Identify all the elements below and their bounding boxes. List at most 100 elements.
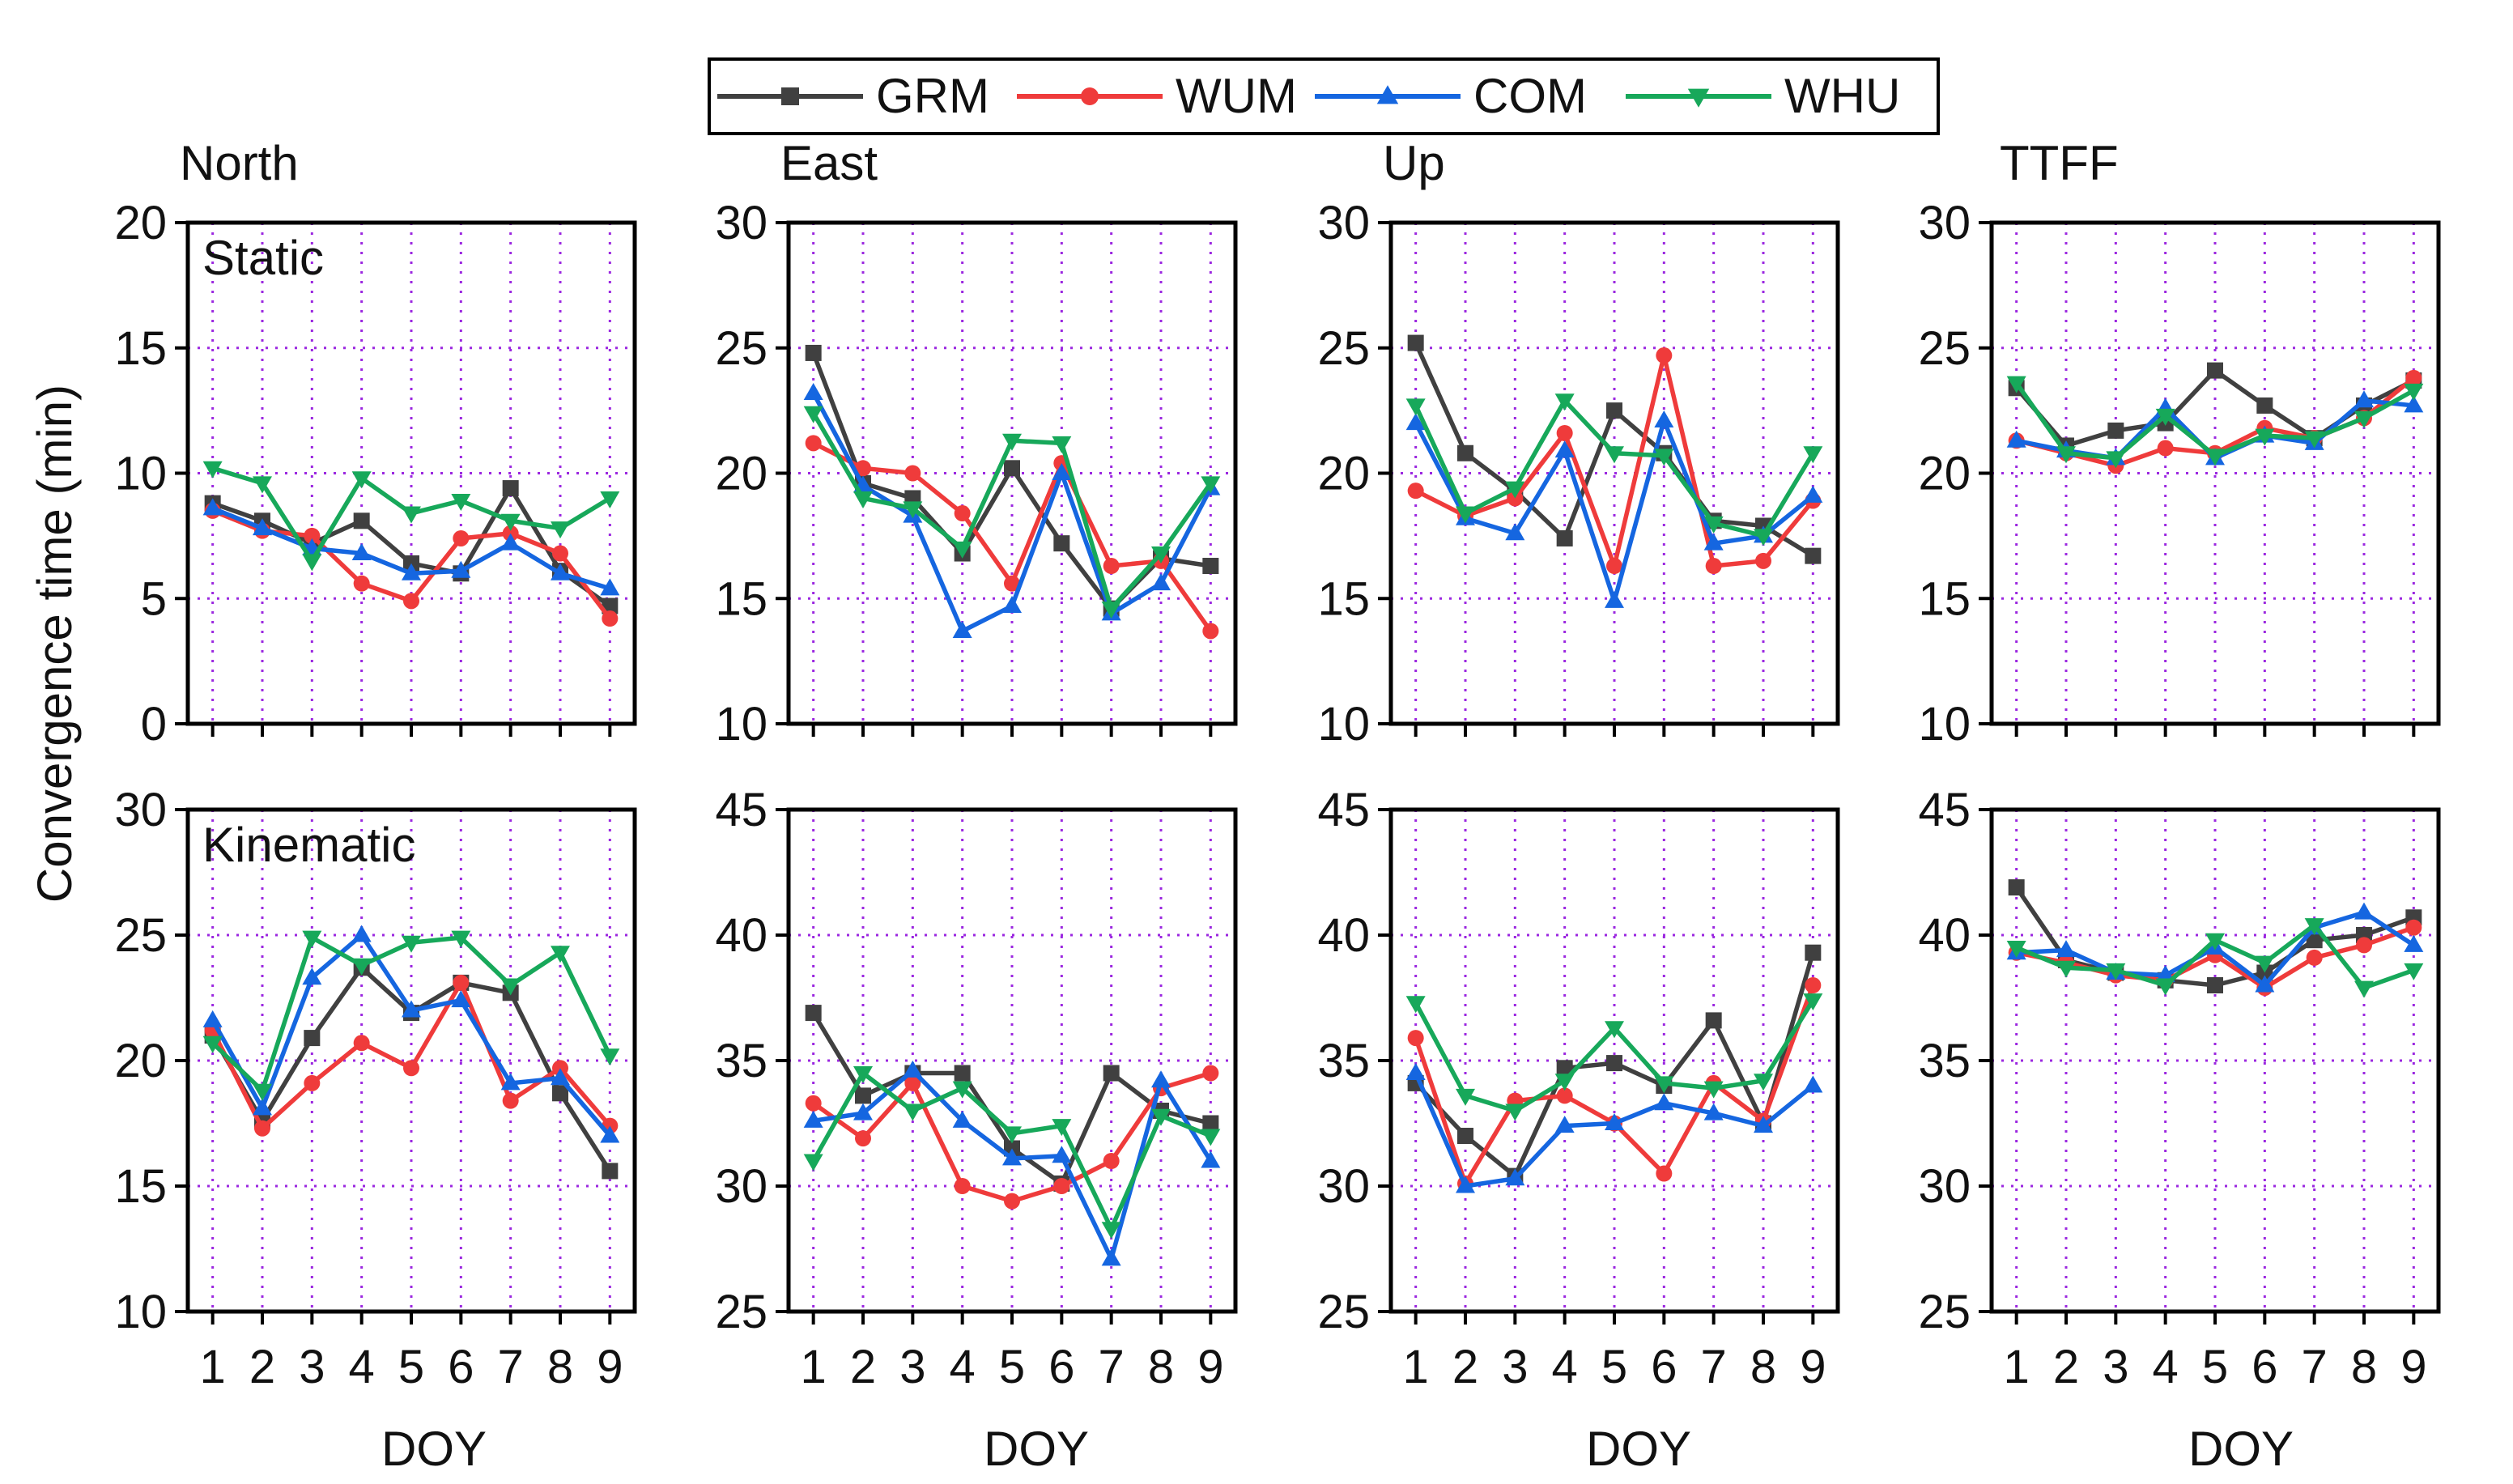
legend: GRM WUM COM WHU xyxy=(708,57,1940,135)
x-tick-label: 5 xyxy=(2202,1341,2228,1393)
y-tick-label: 30 xyxy=(114,784,167,836)
data-point-com xyxy=(2404,395,2424,413)
data-point-com xyxy=(1052,463,1072,480)
data-point-com xyxy=(2006,430,2026,448)
data-point-whu xyxy=(1101,602,1121,619)
data-point-grm xyxy=(1202,1115,1219,1132)
x-tick-label: 1 xyxy=(2004,1341,2030,1393)
data-point-wum xyxy=(1606,558,1622,575)
data-point-com xyxy=(1605,1113,1624,1130)
plot-frame xyxy=(1388,807,1840,1314)
data-point-whu xyxy=(2205,449,2225,466)
data-point-com xyxy=(952,620,972,638)
data-point-whu xyxy=(302,930,322,948)
data-point-grm xyxy=(353,512,370,529)
data-point-com xyxy=(1002,1148,1022,1166)
data-point-com xyxy=(1101,1248,1121,1266)
y-tick-label: 35 xyxy=(1918,1035,1971,1087)
data-point-whu xyxy=(2106,451,2126,469)
data-point-grm xyxy=(1556,1060,1573,1077)
data-point-wum xyxy=(1407,1030,1424,1047)
data-point-whu xyxy=(2255,428,2275,446)
data-point-wum xyxy=(1656,1165,1673,1182)
data-point-whu xyxy=(1201,1129,1221,1146)
legend-marker-com xyxy=(1376,85,1399,104)
data-point-com xyxy=(1703,533,1724,551)
data-point-whu xyxy=(1554,393,1575,411)
data-point-whu xyxy=(2056,446,2076,464)
data-point-com xyxy=(1052,1146,1072,1163)
data-point-wum xyxy=(855,460,871,477)
data-point-whu xyxy=(402,506,421,524)
data-point-whu xyxy=(1554,1074,1575,1091)
data-point-com xyxy=(803,1110,823,1128)
x-tick-label: 2 xyxy=(850,1341,876,1393)
data-point-grm xyxy=(602,1163,619,1180)
y-tick-label: 30 xyxy=(1918,197,1971,249)
column-title-up: Up xyxy=(1383,136,1445,190)
data-point-grm xyxy=(805,1005,822,1022)
data-point-whu xyxy=(600,491,620,508)
legend-label-whu: WHU xyxy=(1784,69,1900,123)
y-tick-label: 10 xyxy=(1918,698,1971,751)
y-tick-label: 45 xyxy=(1317,784,1370,836)
y-tick-label: 15 xyxy=(715,572,768,625)
data-point-whu xyxy=(1151,1108,1171,1126)
data-point-wum xyxy=(2306,949,2323,966)
data-point-whu xyxy=(1052,1119,1072,1137)
x-tick-label: 7 xyxy=(498,1341,524,1393)
data-point-whu xyxy=(1456,506,1475,524)
data-point-whu xyxy=(253,476,272,494)
y-tick-label: 30 xyxy=(1317,1160,1370,1213)
data-point-whu xyxy=(2006,941,2026,958)
data-point-whu xyxy=(1002,433,1022,451)
data-point-whu xyxy=(1201,476,1221,494)
data-point-grm xyxy=(2008,879,2025,896)
data-point-grm xyxy=(2256,397,2273,414)
x-tick-label: 2 xyxy=(2053,1341,2079,1393)
x-tick-label: 8 xyxy=(2351,1341,2377,1393)
x-tick-label: 9 xyxy=(1197,1341,1223,1393)
data-point-com xyxy=(202,1010,223,1027)
x-tick-label: 8 xyxy=(1750,1341,1776,1393)
data-point-whu xyxy=(2255,955,2275,973)
x-tick-label: 6 xyxy=(448,1341,474,1393)
data-point-whu xyxy=(1002,1126,1022,1144)
y-tick-label: 45 xyxy=(1918,784,1971,836)
panel-static-north: 0 5 10 15 20 Static xyxy=(114,197,637,751)
data-point-whu xyxy=(351,958,372,976)
data-point-whu xyxy=(2404,963,2424,980)
x-tick-label: 8 xyxy=(547,1341,573,1393)
data-point-grm xyxy=(1805,547,1822,564)
data-point-whu xyxy=(1052,436,1072,453)
x-tick-label: 7 xyxy=(1099,1341,1125,1393)
panel-static-east: 10 15 20 25 30 xyxy=(715,197,1238,751)
data-point-wum xyxy=(1805,977,1822,993)
y-tick-label: 25 xyxy=(715,322,768,375)
data-point-com xyxy=(903,1060,923,1078)
data-point-com xyxy=(1803,485,1823,503)
data-point-wum xyxy=(353,575,370,592)
data-point-wum xyxy=(453,529,470,546)
data-point-com xyxy=(500,533,521,551)
x-tick-label: 9 xyxy=(597,1341,623,1393)
data-point-com xyxy=(1703,1103,1724,1120)
data-point-whu xyxy=(253,1083,272,1101)
data-point-wum xyxy=(1407,483,1424,500)
y-tick-label: 20 xyxy=(1317,448,1370,500)
x-tick-label: 4 xyxy=(2153,1341,2179,1393)
data-point-whu xyxy=(1703,1081,1724,1099)
x-tick-label: 3 xyxy=(899,1341,925,1393)
data-point-wum xyxy=(904,1074,921,1091)
data-point-grm xyxy=(1606,1055,1622,1072)
data-point-whu xyxy=(1803,446,1823,464)
data-point-whu xyxy=(1703,516,1724,534)
data-point-com xyxy=(853,1103,873,1120)
row-label: Static xyxy=(202,231,324,285)
data-point-wum xyxy=(1755,552,1771,569)
data-point-grm xyxy=(1202,558,1219,575)
column-title-ttff: TTFF xyxy=(2000,136,2119,190)
data-point-whu xyxy=(803,406,823,423)
